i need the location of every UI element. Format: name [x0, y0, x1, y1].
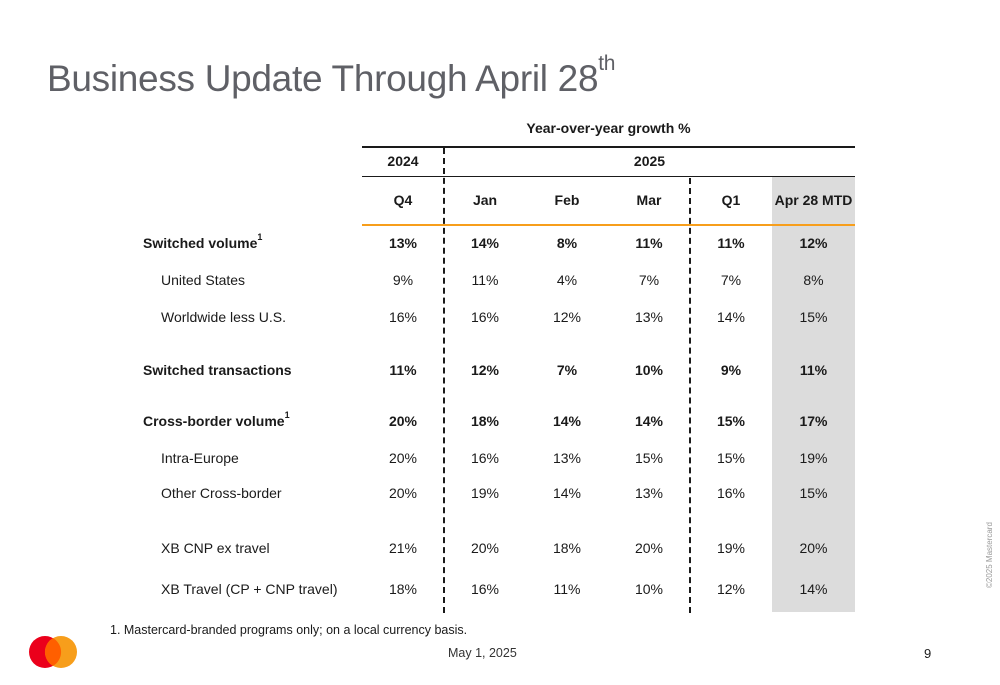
column-header: Apr 28 MTD	[774, 192, 853, 208]
table-cell: 21%	[388, 540, 418, 556]
table-cell: 16%	[716, 485, 746, 501]
table-cell: 10%	[634, 581, 664, 597]
table-cell: 16%	[388, 309, 418, 325]
table-cell: 7%	[720, 272, 742, 288]
table-cell: 15%	[799, 485, 828, 501]
row-label-text: United States	[161, 272, 246, 288]
table-cell: 15%	[634, 450, 664, 466]
table-cell: 13%	[634, 309, 664, 325]
table-cell: 11%	[799, 362, 828, 378]
table-cell: 13%	[634, 485, 664, 501]
year-header-2025: 2025	[633, 153, 666, 169]
copyright-notice: ©2025 Mastercard	[985, 522, 994, 588]
table-cell: 11%	[471, 272, 499, 288]
table-cell: 15%	[716, 450, 746, 466]
quarter-divider-dashed	[689, 178, 691, 613]
row-label-text: Intra-Europe	[161, 450, 239, 466]
page-number: 9	[924, 646, 932, 661]
year-header-rule	[362, 176, 855, 177]
column-header: Mar	[636, 192, 662, 208]
row-label: XB Travel (CP + CNP travel)	[161, 581, 337, 597]
table-cell: 13%	[552, 450, 582, 466]
table-cell: 12%	[470, 362, 500, 378]
table-cell: 12%	[716, 581, 746, 597]
table-cell: 15%	[799, 309, 828, 325]
table-cell: 16%	[470, 581, 500, 597]
table-cell: 15%	[716, 413, 746, 429]
row-label: Intra-Europe	[161, 450, 239, 466]
row-label-text: Switched transactions	[143, 362, 292, 378]
year-divider-dashed	[443, 148, 445, 613]
table-cell: 14%	[799, 581, 828, 597]
row-label-text: Switched volume	[143, 235, 258, 251]
page-title: Business Update Through April 28th	[47, 52, 615, 100]
row-label: Switched transactions	[143, 362, 292, 378]
table-cell: 19%	[716, 540, 746, 556]
page-title-text: Business Update Through April 28	[47, 58, 599, 99]
row-label-text: Cross-border volume	[143, 413, 285, 429]
table-top-rule	[362, 146, 855, 148]
table-cell: 14%	[552, 485, 582, 501]
table-cell: 7%	[556, 362, 578, 378]
footnote: 1. Mastercard-branded programs only; on …	[110, 623, 468, 637]
row-label: Cross-border volume1	[143, 410, 290, 429]
row-label-text: XB CNP ex travel	[161, 540, 270, 556]
column-header: Q4	[393, 192, 413, 208]
page-title-superscript: th	[598, 52, 616, 75]
table-cell: 20%	[634, 540, 664, 556]
mastercard-logo-icon	[29, 636, 77, 668]
column-header: Q1	[721, 192, 741, 208]
year-header-2024: 2024	[387, 153, 419, 169]
table-cell: 7%	[638, 272, 660, 288]
table-cell: 8%	[803, 272, 824, 288]
table-cell: 20%	[799, 540, 828, 556]
row-label: XB CNP ex travel	[161, 540, 270, 556]
row-label-text: Other Cross-border	[161, 485, 282, 501]
table-cell: 16%	[470, 309, 500, 325]
row-label: Worldwide less U.S.	[161, 309, 286, 325]
column-header-rule	[362, 224, 855, 226]
table-cell: 14%	[470, 235, 500, 251]
table-cell: 11%	[389, 362, 417, 378]
row-label: Switched volume1	[143, 232, 263, 251]
footer-date: May 1, 2025	[448, 646, 517, 660]
footnote-marker: 1	[257, 232, 263, 242]
column-header: Feb	[554, 192, 580, 208]
row-label: United States	[161, 272, 245, 288]
table-cell: 9%	[720, 362, 742, 378]
table-cell: 9%	[392, 272, 414, 288]
table-cell: 14%	[716, 309, 746, 325]
table-cell: 13%	[388, 235, 418, 251]
table-cell: 11%	[717, 235, 745, 251]
table-cell: 20%	[470, 540, 500, 556]
table-cell: 16%	[470, 450, 500, 466]
table-cell: 19%	[470, 485, 500, 501]
table-cell: 4%	[556, 272, 578, 288]
table-cell: 20%	[388, 485, 418, 501]
table-cell: 19%	[799, 450, 828, 466]
row-label: Other Cross-border	[161, 485, 282, 501]
table-cell: 10%	[634, 362, 664, 378]
table-cell: 14%	[552, 413, 582, 429]
table-cell: 18%	[470, 413, 500, 429]
table-cell: 14%	[634, 413, 664, 429]
footnote-marker: 1	[284, 410, 290, 420]
table-cell: 12%	[552, 309, 582, 325]
row-label-text: XB Travel (CP + CNP travel)	[161, 581, 338, 597]
column-header: Jan	[472, 192, 498, 208]
table-caption: Year-over-year growth %	[526, 120, 691, 136]
table-cell: 20%	[388, 413, 418, 429]
table-cell: 11%	[635, 235, 663, 251]
table-cell: 18%	[552, 540, 582, 556]
mtd-column-highlight	[772, 177, 855, 612]
row-label-text: Worldwide less U.S.	[161, 309, 287, 325]
table-cell: 20%	[388, 450, 418, 466]
table-cell: 17%	[799, 413, 828, 429]
table-cell: 12%	[799, 235, 828, 251]
table-cell: 11%	[553, 581, 581, 597]
table-cell: 8%	[556, 235, 578, 251]
table-cell: 18%	[388, 581, 418, 597]
